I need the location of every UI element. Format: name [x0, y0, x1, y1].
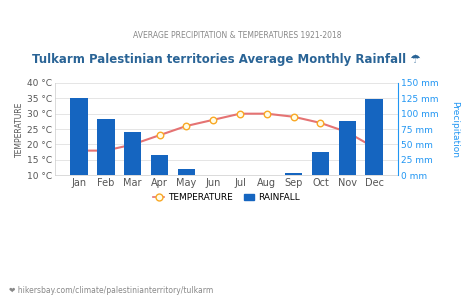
- Point: [370, 145, 378, 150]
- Point: [236, 111, 244, 116]
- Bar: [124, 131, 141, 175]
- Y-axis label: TEMPERATURE: TEMPERATURE: [15, 102, 24, 157]
- Bar: [70, 98, 88, 175]
- Legend: TEMPERATURE, RAINFALL: TEMPERATURE, RAINFALL: [150, 189, 303, 206]
- Bar: [97, 119, 115, 175]
- Bar: [365, 99, 383, 175]
- Text: AVERAGE PRECIPITATION & TEMPERATURES 1921-2018: AVERAGE PRECIPITATION & TEMPERATURES 192…: [133, 31, 341, 40]
- Bar: [338, 121, 356, 175]
- Text: ❤ hikersbay.com/climate/palestinianterritory/tulkarm: ❤ hikersbay.com/climate/palestinianterri…: [9, 286, 214, 295]
- Point: [156, 133, 164, 138]
- Point: [263, 111, 271, 116]
- Y-axis label: Precipitation: Precipitation: [450, 101, 459, 157]
- Bar: [285, 173, 302, 175]
- Title: Tulkarm Palestinian territories Average Monthly Rainfall ☂: Tulkarm Palestinian territories Average …: [32, 54, 421, 67]
- Point: [129, 142, 137, 147]
- Point: [317, 120, 324, 125]
- Point: [102, 148, 109, 153]
- Point: [182, 124, 190, 128]
- Point: [344, 130, 351, 134]
- Bar: [178, 169, 195, 175]
- Point: [290, 114, 298, 119]
- Point: [75, 148, 83, 153]
- Point: [210, 118, 217, 122]
- Bar: [151, 155, 168, 175]
- Bar: [312, 152, 329, 175]
